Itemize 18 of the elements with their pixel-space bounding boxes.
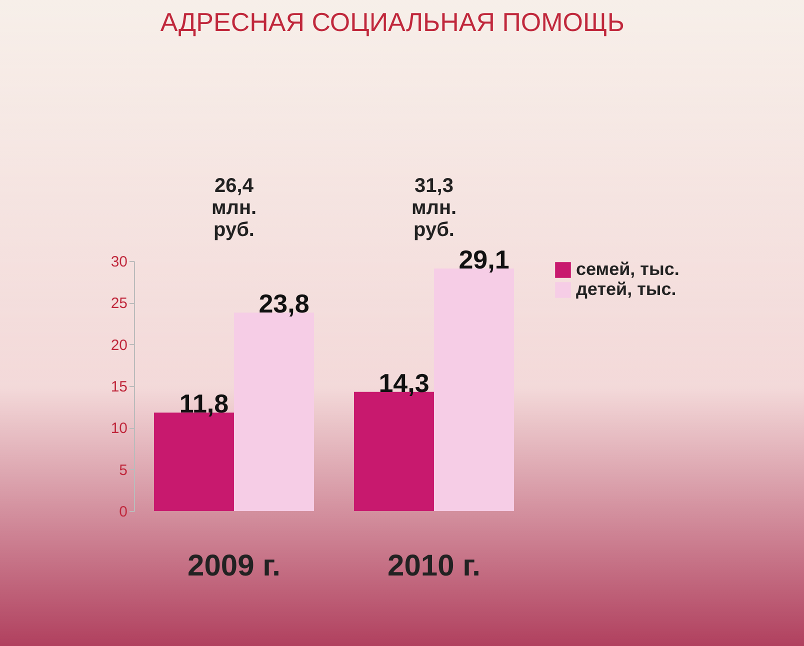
y-tick-label: 30	[110, 254, 128, 270]
data-label: 23,8	[258, 288, 310, 319]
y-tick-label: 10	[110, 420, 128, 438]
y-tick-label: 25	[110, 295, 128, 312]
legend-label: детей, тыс.	[576, 279, 676, 299]
x-tick-label: 2010 г.	[388, 550, 480, 582]
chart-title: АДРЕСНАЯ СОЦИАЛЬНАЯ ПОМОЩЬ	[160, 7, 624, 37]
legend-label: семей, тыс.	[576, 259, 680, 279]
text: 31,3 млн. руб.	[411, 175, 457, 241]
y-tick-label: 5	[119, 462, 128, 479]
data-label: 11,8	[179, 388, 229, 419]
x-tick-label: 2009 г.	[188, 550, 280, 582]
data-label: 29,1	[458, 244, 510, 274]
y-tick-label: 20	[110, 336, 128, 354]
data-label: 14,3	[378, 368, 430, 398]
y-tick-label: 0	[119, 504, 128, 520]
y-tick-label: 15	[110, 378, 128, 396]
text: 26,4 млн. руб.	[211, 175, 257, 241]
